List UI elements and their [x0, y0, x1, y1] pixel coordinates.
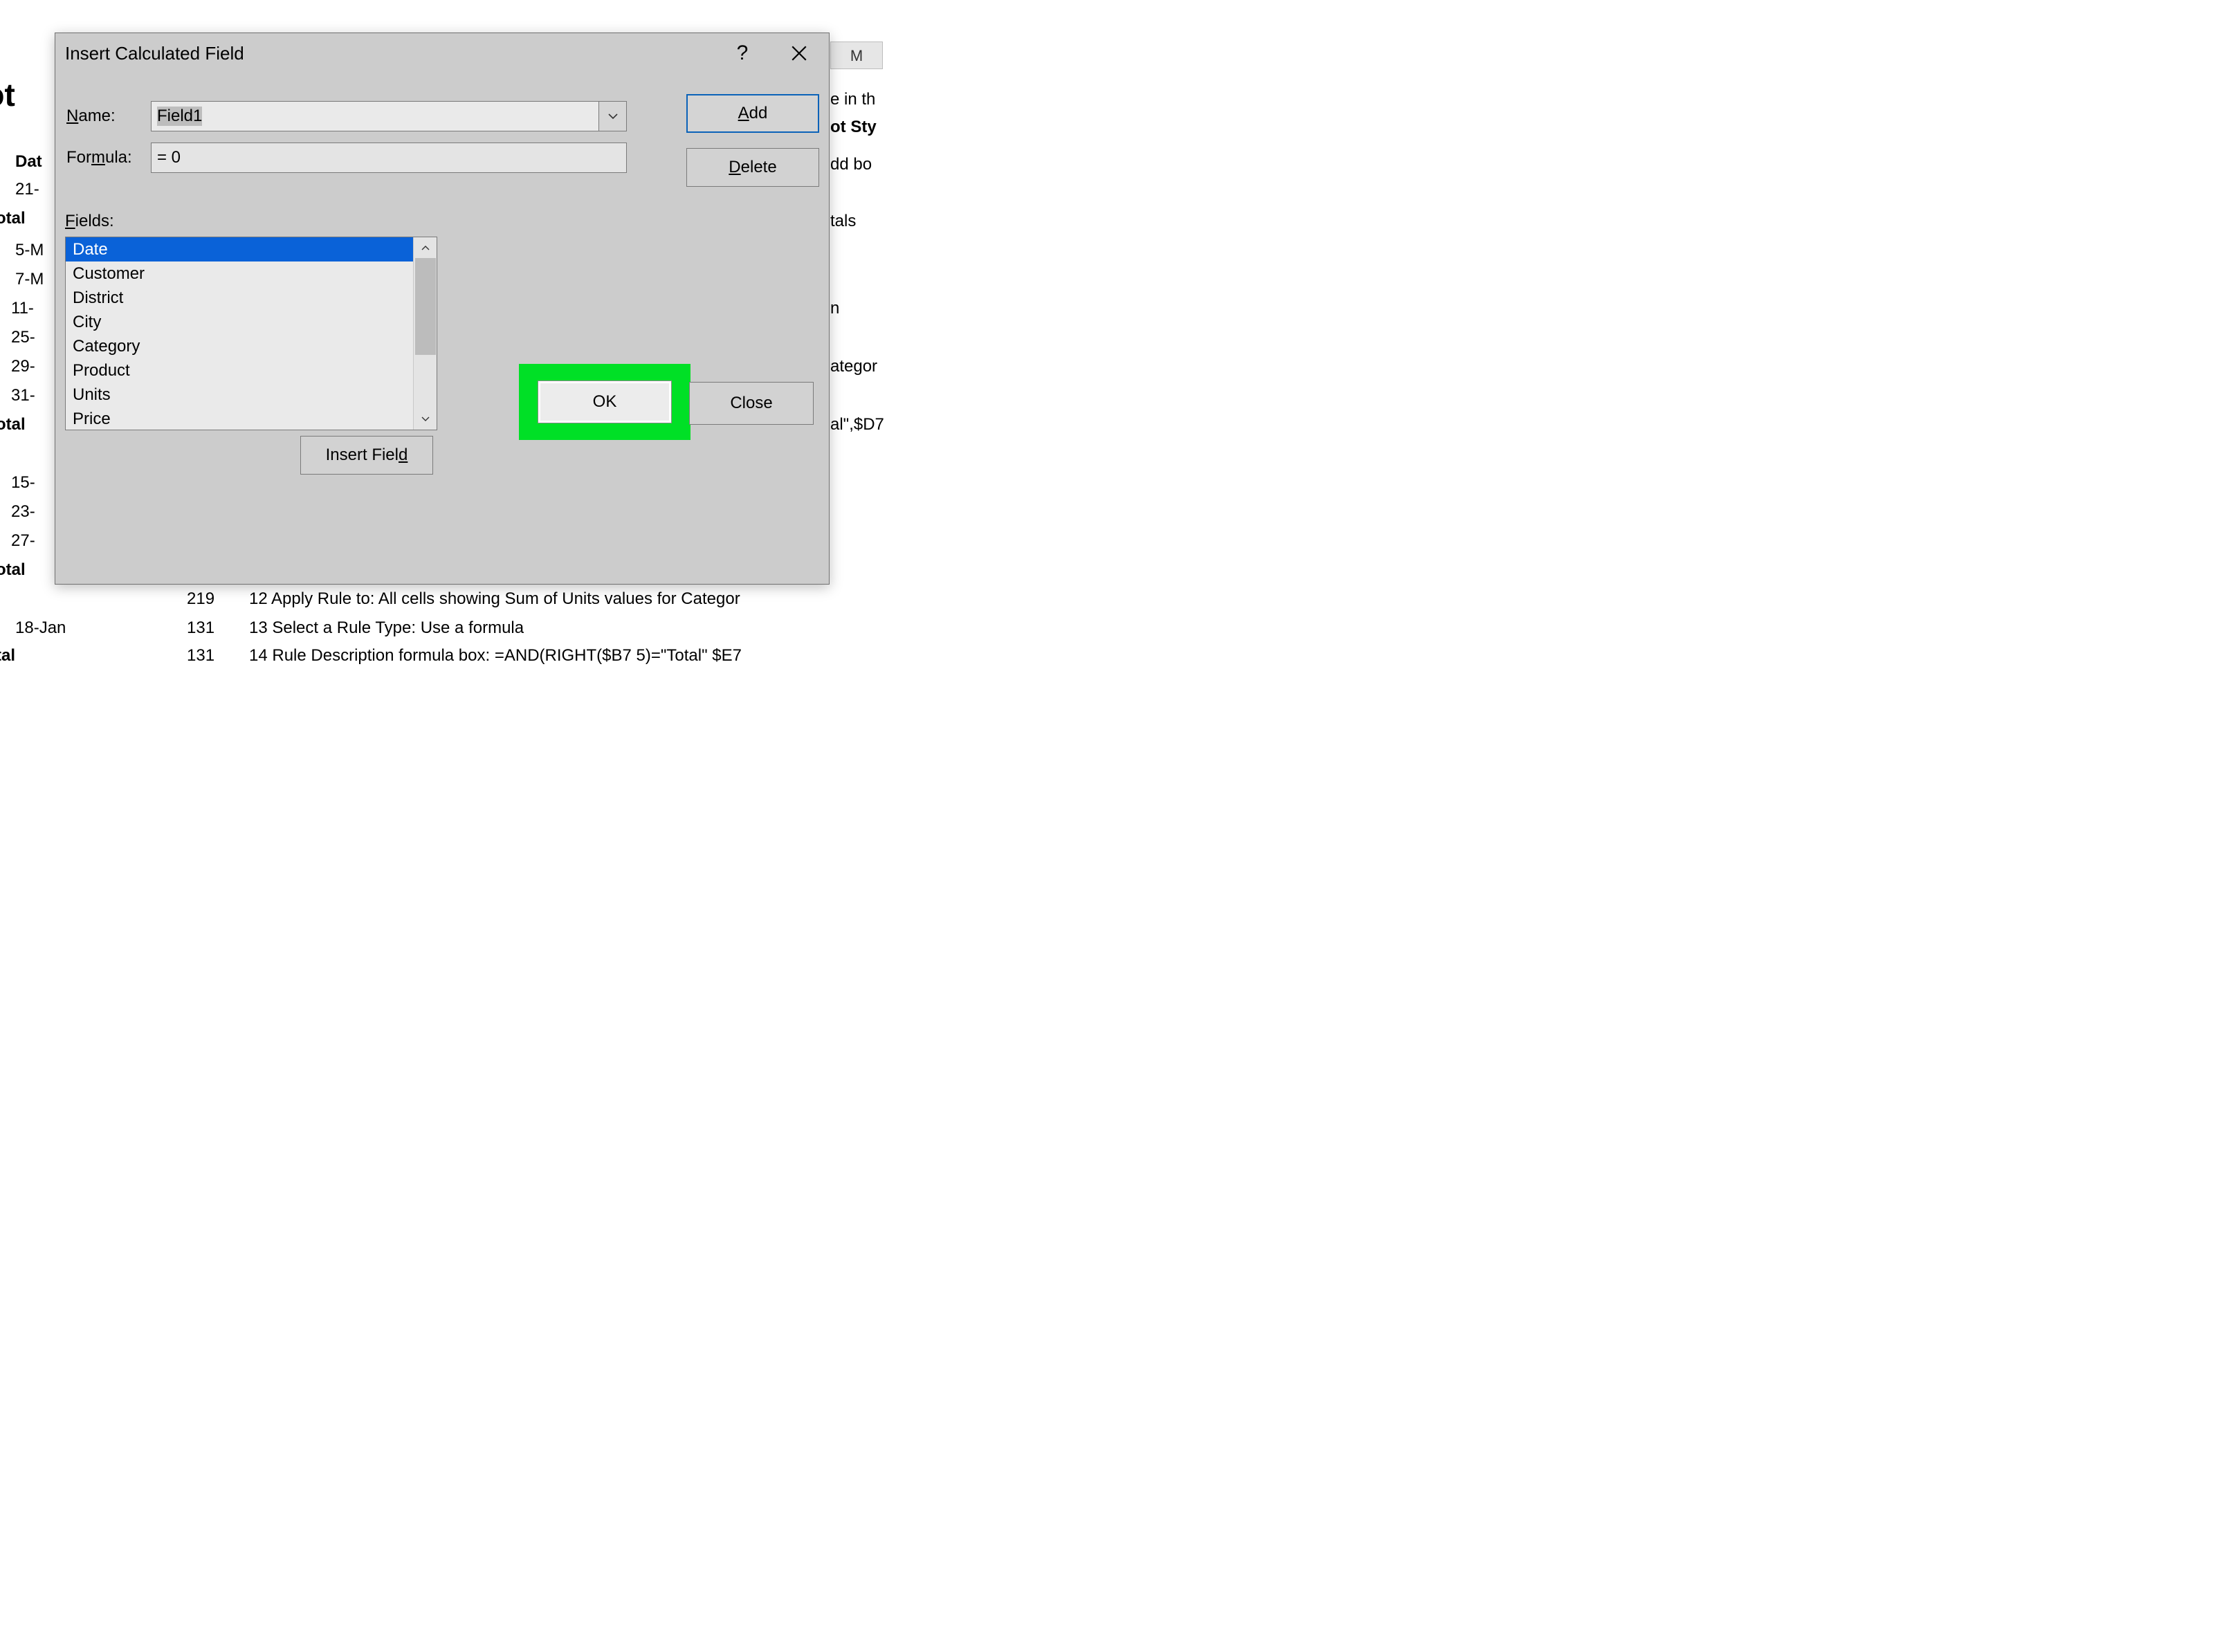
cell: 131 [187, 618, 214, 638]
cell: 11- [11, 299, 34, 318]
ok-button[interactable]: OK [538, 380, 672, 423]
page-title-fragment: ivot [0, 76, 15, 113]
cell: 31- [11, 386, 35, 405]
cell: 29- [11, 357, 35, 376]
cell: ot Sty [830, 118, 877, 137]
formula-input[interactable] [151, 143, 627, 173]
close-icon [790, 44, 808, 62]
cell: 219 [187, 589, 214, 609]
cell: al",$D7 [830, 415, 884, 434]
cell: e in th [830, 90, 875, 109]
cell: otal [0, 415, 26, 434]
chevron-up-icon [421, 245, 430, 250]
cell: 21- [15, 180, 39, 199]
column-header-m[interactable]: M [830, 42, 883, 69]
cell: 27- [11, 531, 35, 551]
cell: 5-M [15, 241, 44, 260]
cell: otal [0, 209, 26, 228]
dialog-title: Insert Calculated Field [65, 43, 244, 64]
scroll-thumb[interactable] [415, 258, 436, 355]
name-label: Name: [65, 107, 151, 126]
col-header-date: Dat [15, 152, 42, 172]
cell: 13 Select a Rule Type: Use a formula [249, 618, 524, 638]
scroll-up-button[interactable] [414, 237, 437, 258]
cell: dd bo [830, 155, 872, 174]
ok-highlight-box: OK [519, 364, 690, 440]
fields-label: Fields: [65, 212, 819, 231]
fields-list: DateCustomerDistrictCityCategoryProductU… [66, 237, 413, 430]
cell: tals [830, 212, 856, 231]
field-item[interactable]: Category [66, 334, 413, 358]
cell: 15- [11, 473, 35, 493]
field-item[interactable]: Customer [66, 261, 413, 286]
cell: 7-M [15, 270, 44, 289]
field-item[interactable]: District [66, 286, 413, 310]
field-item[interactable]: Price [66, 407, 413, 430]
cell: 23- [11, 502, 35, 522]
cell: otal [0, 560, 26, 580]
cell: 12 Apply Rule to: All cells showing Sum … [249, 589, 740, 609]
chevron-down-icon [421, 416, 430, 422]
scroll-down-button[interactable] [414, 409, 437, 430]
cell: n [830, 299, 839, 318]
delete-button[interactable]: Delete [686, 148, 819, 187]
help-icon: ? [737, 42, 749, 65]
fields-listbox[interactable]: DateCustomerDistrictCityCategoryProductU… [65, 237, 437, 430]
add-button[interactable]: Add [686, 94, 819, 133]
cell: 18-Jan [15, 618, 66, 638]
cell: tal [0, 646, 15, 666]
cell: 25- [11, 328, 35, 347]
cell: ategor [830, 357, 877, 376]
dialog-body: Name: Formula: Add Delete [55, 73, 829, 440]
cell: 131 [187, 646, 214, 666]
dialog-titlebar[interactable]: Insert Calculated Field ? [55, 33, 829, 73]
name-combo [151, 101, 627, 131]
chevron-down-icon [607, 113, 619, 120]
fields-scrollbar[interactable] [413, 237, 437, 430]
field-item[interactable]: Date [66, 237, 413, 261]
close-window-button[interactable] [775, 33, 823, 73]
help-button[interactable]: ? [718, 33, 767, 73]
formula-label: Formula: [65, 148, 151, 167]
close-button[interactable]: Close [689, 382, 814, 425]
name-dropdown-button[interactable] [599, 101, 627, 131]
field-item[interactable]: Product [66, 358, 413, 383]
name-input[interactable] [151, 101, 599, 131]
field-item[interactable]: Units [66, 383, 413, 407]
cell: 14 Rule Description formula box: =AND(RI… [249, 646, 742, 666]
field-item[interactable]: City [66, 310, 413, 334]
insert-calculated-field-dialog: Insert Calculated Field ? Name: [55, 33, 830, 585]
insert-field-button[interactable]: Insert Field [300, 436, 433, 475]
